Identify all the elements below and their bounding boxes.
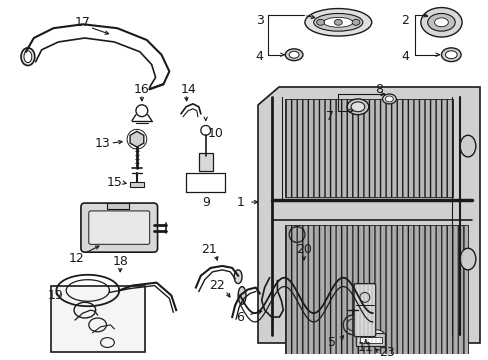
Bar	[285, 99, 452, 197]
Ellipse shape	[313, 13, 362, 31]
Ellipse shape	[285, 49, 303, 60]
FancyBboxPatch shape	[81, 203, 157, 252]
Bar	[130, 183, 143, 187]
Bar	[359, 337, 381, 343]
Text: 11: 11	[357, 341, 373, 354]
Text: 7: 7	[326, 110, 334, 123]
Polygon shape	[257, 87, 479, 343]
Text: 1: 1	[237, 195, 244, 208]
Text: 10: 10	[207, 127, 223, 140]
Ellipse shape	[366, 330, 384, 339]
Ellipse shape	[346, 99, 368, 114]
Ellipse shape	[323, 17, 352, 27]
Ellipse shape	[288, 51, 298, 58]
Polygon shape	[130, 131, 143, 147]
Text: 18: 18	[112, 255, 128, 267]
Text: 23: 23	[379, 346, 394, 359]
Bar	[199, 153, 212, 171]
Ellipse shape	[382, 94, 395, 104]
Ellipse shape	[234, 270, 242, 284]
Text: 14: 14	[181, 82, 197, 96]
Text: 16: 16	[134, 82, 149, 96]
Text: 6: 6	[236, 311, 244, 324]
Text: 13: 13	[95, 137, 110, 150]
Text: 12: 12	[69, 252, 85, 265]
Ellipse shape	[434, 18, 447, 27]
Bar	[355, 333, 385, 346]
Ellipse shape	[238, 287, 245, 304]
Ellipse shape	[305, 9, 371, 36]
Ellipse shape	[459, 135, 475, 157]
Ellipse shape	[427, 13, 454, 31]
Ellipse shape	[334, 19, 342, 25]
Bar	[107, 203, 129, 209]
Text: 3: 3	[255, 14, 263, 27]
Ellipse shape	[21, 48, 35, 66]
Text: 19: 19	[47, 289, 63, 302]
Text: 22: 22	[209, 279, 225, 292]
FancyBboxPatch shape	[353, 284, 375, 337]
Ellipse shape	[441, 48, 460, 62]
Text: 15: 15	[106, 176, 122, 189]
Bar	[51, 285, 144, 352]
Ellipse shape	[351, 19, 359, 25]
FancyBboxPatch shape	[89, 211, 149, 244]
Ellipse shape	[316, 19, 324, 25]
Text: 4: 4	[400, 50, 408, 63]
Ellipse shape	[420, 8, 461, 37]
Text: 20: 20	[295, 243, 311, 256]
Ellipse shape	[445, 51, 456, 59]
Ellipse shape	[385, 96, 392, 102]
Ellipse shape	[350, 102, 364, 112]
Ellipse shape	[459, 248, 475, 270]
Ellipse shape	[24, 51, 32, 63]
Text: 17: 17	[75, 16, 91, 29]
Text: 5: 5	[328, 336, 336, 349]
Text: 21: 21	[201, 243, 216, 256]
Ellipse shape	[366, 287, 374, 304]
Bar	[285, 225, 467, 360]
Text: 4: 4	[255, 50, 263, 63]
Text: 2: 2	[400, 14, 408, 27]
Text: 9: 9	[202, 195, 209, 208]
Text: 8: 8	[375, 82, 383, 96]
